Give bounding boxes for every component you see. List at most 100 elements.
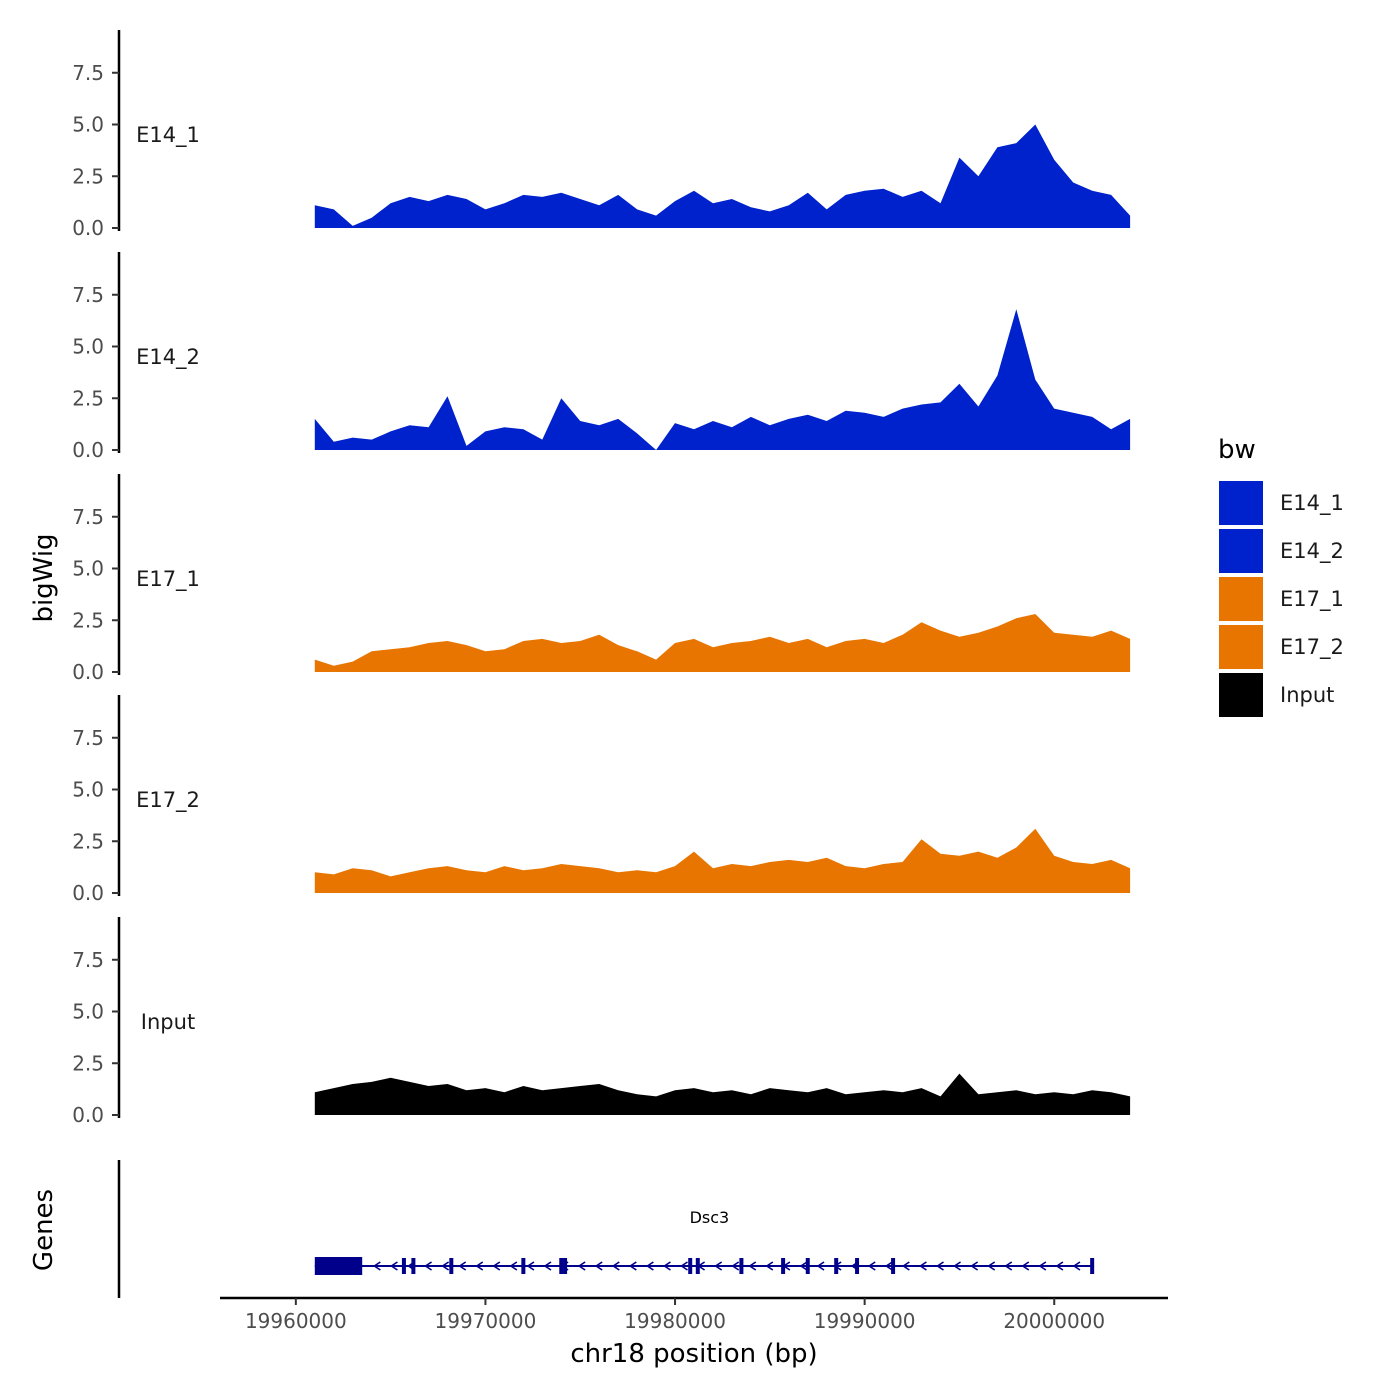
genes-axis-title: Genes [29,1189,59,1271]
y-tick-label: 5.0 [72,335,104,359]
legend-label-e14_1: E14_1 [1280,491,1344,516]
y-tick-label: 5.0 [72,113,104,137]
y-tick-label: 7.5 [72,283,104,307]
y-tick-label: 7.5 [72,948,104,972]
gene-name-label: Dsc3 [690,1208,730,1227]
track-panel-e17_1: 0.0 2.5 5.0 7.5 E17_1 [72,474,1131,684]
legend: bw E14_1 E14_2 E17_1 E17_2 Input [1217,435,1344,719]
track-panel-e14_1: 0.0 2.5 5.0 7.5 E14_1 [72,30,1131,240]
strand-arrow [611,1261,620,1271]
y-tick-label: 2.5 [72,608,104,632]
x-tick-label: 19990000 [814,1309,916,1333]
strand-arrow [884,1261,893,1271]
strand-arrow [714,1261,723,1271]
gene-utr-block [314,1257,363,1275]
gene-exon [781,1258,786,1274]
strand-arrow [645,1261,654,1271]
legend-swatch-e17_2 [1217,623,1265,671]
strand-arrow [1004,1261,1013,1271]
legend-label-input: Input [1280,683,1334,707]
strand-arrow [680,1261,688,1271]
y-tick-label: 2.5 [72,1051,104,1075]
signal-area-e14_1 [314,124,1131,228]
strand-arrow [1021,1261,1030,1271]
x-tick-label: 19980000 [624,1309,726,1333]
y-tick-label: 0.0 [72,438,104,462]
x-axis: 19960000 19970000 19980000 19990000 20000000 [220,1296,1168,1333]
signal-area-e14_2 [314,309,1131,450]
strand-arrow [816,1261,825,1271]
strand-arrow [953,1261,961,1271]
gene-exon [401,1258,406,1274]
gene-exon [805,1258,810,1274]
gene-exon [695,1258,700,1274]
strand-arrow [663,1261,671,1271]
track-label: Input [141,1010,195,1034]
signal-panels: 0.0 2.5 5.0 7.5 E14_1 0.0 2.5 5.0 7.5 E14_2 0.0 2.5… [72,30,1131,1127]
y-tick-label: 5.0 [72,1000,104,1024]
y-tick-label: 7.5 [72,505,104,529]
strand-arrow [372,1261,381,1271]
strand-arrow [389,1261,398,1271]
gene-exon [411,1258,416,1274]
x-tick-label: 20000000 [1003,1309,1105,1333]
strand-arrow [441,1261,450,1271]
legend-swatch-e14_2 [1217,527,1265,575]
track-panel-e14_2: 0.0 2.5 5.0 7.5 E14_2 [72,252,1131,462]
signal-area-e17_2 [314,828,1131,893]
gene-exon [834,1258,839,1274]
strand-arrow [526,1261,535,1271]
strand-arrow [867,1261,876,1271]
y-tick-label: 0.0 [72,1103,104,1127]
y-tick-label: 7.5 [72,726,104,750]
track-label: E14_1 [136,123,200,148]
strand-arrow [458,1261,467,1271]
gene-exon [688,1258,693,1274]
y-tick-label: 7.5 [72,61,104,85]
strand-arrow [799,1261,808,1271]
gene-exon [559,1258,564,1274]
y-tick-label: 5.0 [72,557,104,581]
signal-area-input [314,1073,1131,1115]
x-tick-label: 19960000 [245,1309,347,1333]
legend-label-e17_2: E17_2 [1280,635,1344,660]
track-panel-input: 0.0 2.5 5.0 7.5 Input [72,917,1131,1127]
strand-arrow [1038,1261,1047,1271]
genes-panel: Dsc3 [117,1160,1095,1298]
y-axis-title: bigWig [29,533,59,622]
strand-arrow [628,1261,637,1271]
strand-arrow [987,1261,996,1271]
y-tick-label: 5.0 [72,778,104,802]
gene-exon [1090,1258,1095,1274]
x-tick-label: 19970000 [435,1309,537,1333]
legend-label-e17_1: E17_1 [1280,587,1344,612]
gene-exon [449,1258,454,1274]
strand-arrow [475,1261,484,1271]
strand-arrow [509,1261,518,1271]
strand-arrow [1072,1261,1081,1271]
y-tick-label: 0.0 [72,881,104,905]
strand-arrow [1055,1261,1064,1271]
x-axis-title: chr18 position (bp) [570,1339,817,1369]
strand-arrow [918,1261,927,1271]
strand-arrow [424,1261,433,1271]
strand-arrow [577,1261,586,1271]
gene-exon [891,1258,896,1274]
gene-exon [563,1258,568,1274]
y-tick-label: 2.5 [72,164,104,188]
legend-swatch-input [1217,671,1265,719]
legend-swatch-e17_1 [1217,575,1265,623]
strand-arrow [492,1261,501,1271]
legend-swatch-e14_1 [1217,479,1265,527]
strand-arrow [970,1261,979,1271]
track-panel-e17_2: 0.0 2.5 5.0 7.5 E17_2 [72,695,1131,905]
y-tick-label: 0.0 [72,216,104,240]
track-label: E14_2 [136,345,200,370]
strand-arrow [543,1261,552,1271]
y-tick-label: 2.5 [72,386,104,410]
strand-arrow [594,1261,603,1271]
gene-exon [855,1258,860,1274]
gene-exon [739,1258,744,1274]
track-label: E17_2 [136,788,200,813]
